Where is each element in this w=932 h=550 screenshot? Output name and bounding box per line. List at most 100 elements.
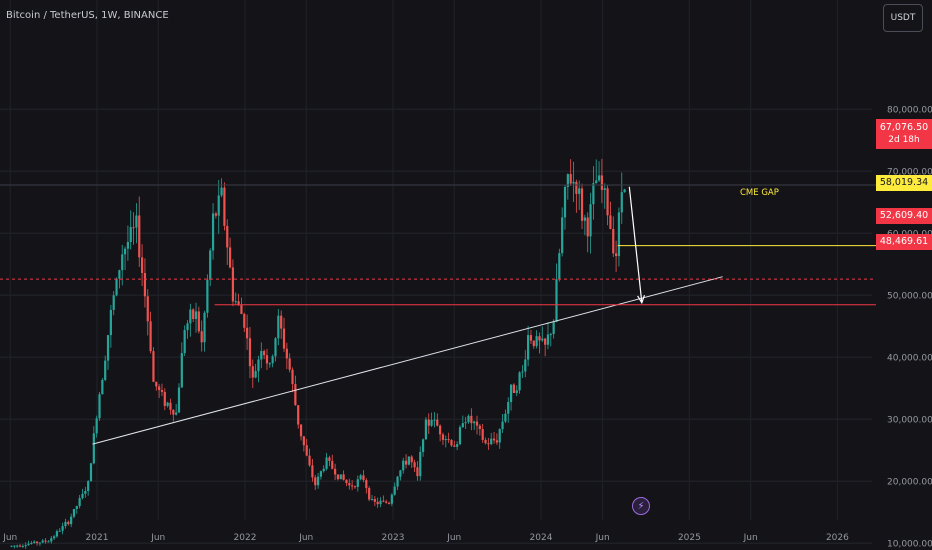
candle-body [263, 351, 266, 356]
candle-body [268, 363, 271, 365]
candle-body [467, 415, 470, 423]
candle-body [512, 384, 516, 393]
candle-body [132, 227, 135, 229]
candle-body [336, 474, 340, 480]
candle-body [407, 456, 410, 465]
candle-body [544, 338, 547, 345]
candle-body [288, 358, 291, 370]
candle-body [84, 490, 87, 494]
candle-body [53, 536, 56, 539]
candle-body [305, 445, 308, 456]
candle-body [385, 501, 388, 503]
candle-body [402, 460, 405, 471]
candle-body [620, 192, 623, 213]
candle-body [490, 438, 493, 445]
candle-body [209, 250, 212, 280]
candle-body [592, 183, 595, 205]
candle-body [200, 331, 203, 343]
candle-body [47, 541, 50, 543]
candle-body [78, 498, 81, 507]
x-tick-label: Jun [150, 533, 165, 543]
lightning-icon[interactable]: ⚡ [632, 497, 650, 515]
candle-body [353, 486, 357, 488]
candle-body [294, 384, 297, 406]
drawings[interactable] [0, 184, 876, 445]
candle-body [376, 501, 379, 505]
x-tick-label: 2026 [826, 533, 849, 543]
candle-body [143, 273, 147, 297]
candle-body [135, 215, 138, 228]
candle-body [118, 270, 121, 279]
level-48k-badge: 48,469.61 [876, 234, 932, 250]
cme-gap-label[interactable]: CME GAP [740, 188, 779, 198]
candle-body [600, 175, 604, 190]
candle-body [597, 175, 601, 181]
candle-body [393, 486, 396, 495]
candle-body [203, 312, 206, 343]
candle-body [280, 315, 283, 329]
candle-body [251, 366, 254, 378]
candle-body [149, 321, 152, 352]
candle-body [44, 540, 47, 542]
candle-body [487, 443, 490, 445]
candle-body [228, 247, 232, 268]
candle-body [404, 460, 408, 465]
candle-body [373, 499, 376, 502]
candle-body [612, 228, 615, 254]
symbol-title[interactable]: Bitcoin / TetherUS, 1W, BINANCE [6, 10, 169, 21]
candle-body [160, 390, 164, 392]
candle-body [72, 508, 76, 517]
candle-body [595, 180, 598, 184]
candle-body [189, 309, 192, 324]
candle-body [566, 174, 569, 187]
candle-body [285, 348, 288, 359]
current-price-value: 67,076.50 [879, 122, 929, 133]
y-tick-label: 70,000.00 [887, 167, 932, 177]
candle-body [61, 526, 64, 531]
candle-body [240, 304, 243, 315]
currency-button[interactable]: USDT [883, 4, 923, 32]
x-tick-label: 2025 [678, 533, 701, 543]
candle-body [265, 355, 269, 364]
candle-body [504, 413, 507, 422]
y-tick-label: 10,000.00 [887, 539, 932, 549]
candle-body [450, 440, 453, 446]
candle-body [481, 428, 484, 440]
candle-body [271, 356, 274, 364]
candle-body [430, 419, 433, 426]
candle-body [413, 462, 416, 468]
candle-body [98, 394, 101, 419]
candle-body [515, 390, 518, 393]
candle-body [524, 359, 527, 372]
candle-body [552, 321, 555, 335]
candle-body [458, 427, 462, 445]
candle-body [529, 335, 533, 341]
candle-body [146, 296, 149, 322]
candle-body [234, 301, 237, 303]
y-tick-label: 50,000.00 [887, 291, 932, 301]
candle-body [35, 541, 39, 544]
candle-body [609, 215, 612, 229]
candle-body [226, 225, 229, 248]
x-tick-label: Jun [2, 533, 17, 543]
candle-body [257, 359, 260, 372]
candle-body [580, 188, 584, 221]
candle-body [399, 470, 402, 477]
candle-body [248, 338, 252, 367]
candle-body [291, 369, 294, 385]
candle-body [416, 467, 419, 477]
candle-body [334, 468, 337, 475]
candle-body [109, 309, 112, 336]
candle-body [348, 483, 351, 486]
candle-body [473, 421, 476, 424]
candle-body [18, 545, 22, 547]
countdown-value: 2d 18h [888, 135, 920, 145]
candle-body [365, 480, 368, 489]
candle-body [507, 402, 510, 414]
candle-body [339, 474, 342, 480]
candle-body [614, 253, 618, 257]
candle-body [10, 545, 13, 547]
candle-body [518, 372, 521, 391]
